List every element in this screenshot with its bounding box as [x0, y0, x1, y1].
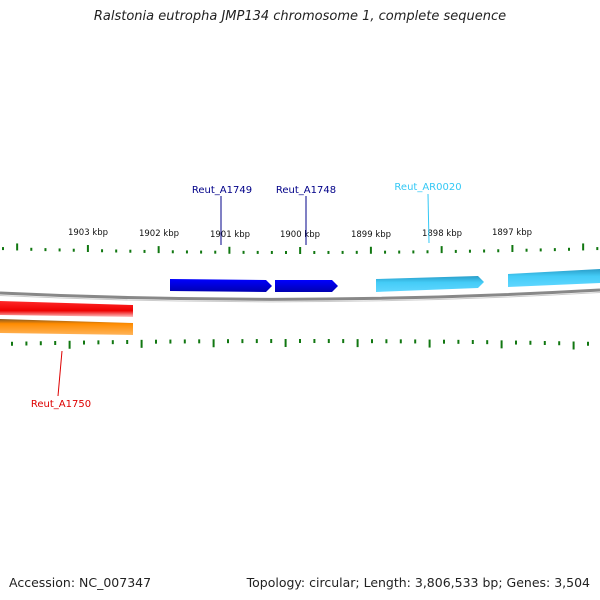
scale-label: 1899 kbp: [351, 230, 391, 240]
chromosome-backbone-shadow: [0, 292, 600, 303]
scale-label: 1903 kbp: [68, 228, 108, 238]
gene-label-reut-a1749[interactable]: Reut_A1749: [192, 185, 252, 196]
scale-label: 1898 kbp: [422, 229, 462, 239]
gene-arrow-reut-a1748[interactable]: [275, 280, 338, 292]
gene-bar-reut-a1750[interactable]: [0, 301, 133, 317]
leader-reut-a1750: [57, 350, 63, 397]
gene-arrow-reut-ar0020[interactable]: [376, 276, 484, 292]
scale-ticks-top: [2, 243, 599, 254]
gene-label-reut-a1748[interactable]: Reut_A1748: [276, 185, 336, 196]
scale-label: 1901 kbp: [210, 230, 250, 240]
gene-arrow-next[interactable]: [508, 269, 600, 287]
map-title: Ralstonia eutropha JMP134 chromosome 1, …: [93, 9, 507, 24]
gene-label-reut-a1750[interactable]: Reut_A1750: [31, 399, 91, 410]
scale-label: 1902 kbp: [139, 229, 179, 239]
scale-labels: 1903 kbp 1902 kbp 1901 kbp 1900 kbp 1899 kbp…: [68, 228, 532, 240]
chromosome-backbone: [0, 288, 600, 301]
gene-bar-orange[interactable]: [0, 319, 133, 335]
gene-label-reut-ar0020[interactable]: Reut_AR0020: [394, 182, 461, 193]
leader-reut-ar0020: [427, 193, 430, 244]
accession-text: Accession: NC_007347: [9, 575, 152, 590]
genome-summary-text: Topology: circular; Length: 3,806,533 bp…: [246, 575, 590, 590]
scale-ticks-bottom: [11, 339, 589, 350]
scale-label: 1900 kbp: [280, 230, 320, 240]
scale-label: 1897 kbp: [492, 228, 532, 238]
gene-arrow-reut-a1749[interactable]: [170, 279, 272, 292]
